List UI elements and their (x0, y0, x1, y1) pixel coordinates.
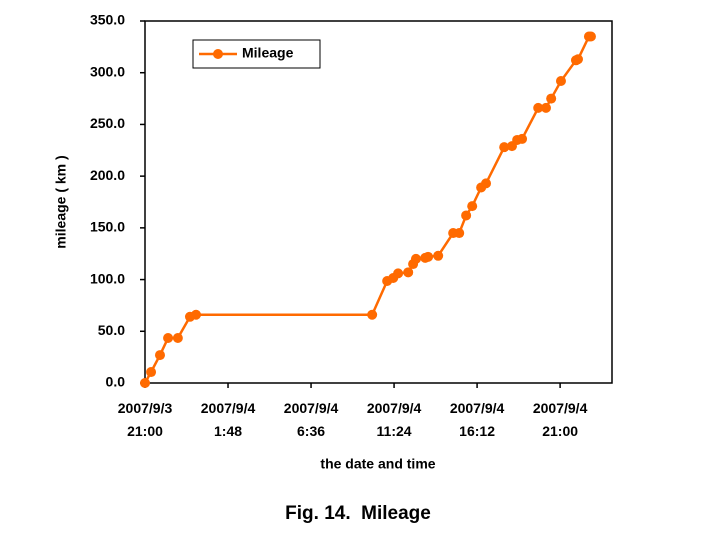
point (499, 142, 510, 153)
point (154, 350, 165, 361)
y-tick-label: 250.0 (90, 115, 125, 131)
point (146, 367, 157, 378)
point (517, 133, 528, 144)
x-tick-label: 2007/9/4 16:12 (449, 400, 505, 439)
y-tick-label: 150.0 (90, 219, 125, 235)
point (461, 210, 472, 221)
legend-marker (213, 49, 223, 59)
caption: Fig. 14. Mileage (285, 503, 431, 524)
x-tick-label: 2007/9/4 21:00 (532, 400, 588, 439)
y-axis-label: mileage ( km ) (53, 155, 69, 248)
y-tick-label: 200.0 (90, 167, 125, 183)
point (454, 228, 465, 239)
x-tick-label: 2007/9/3 21:00 (117, 400, 173, 439)
point (393, 268, 404, 279)
point (572, 54, 583, 65)
y-tick-label: 50.0 (98, 322, 125, 338)
point (533, 102, 544, 113)
plot-frame (144, 20, 613, 384)
x-tick-label: 2007/9/4 11:24 (366, 400, 422, 439)
x-tick-label: 2007/9/4 6:36 (283, 400, 339, 439)
point (423, 251, 434, 262)
point (410, 253, 421, 264)
point (546, 93, 557, 104)
point (481, 178, 492, 189)
point (140, 378, 150, 388)
point (191, 309, 202, 320)
y-tick-label: 100.0 (90, 270, 125, 286)
point (367, 309, 378, 320)
point (555, 75, 566, 86)
point (403, 267, 414, 278)
point (163, 333, 174, 344)
point (433, 250, 444, 261)
x-tick-label: 2007/9/4 1:48 (200, 400, 256, 439)
point (467, 201, 478, 212)
y-tick-label: 300.0 (90, 63, 125, 79)
point (540, 102, 551, 113)
y-tick-label: 0.0 (106, 374, 126, 390)
x-axis-label: the date and time (320, 456, 435, 472)
point (172, 333, 183, 344)
y-tick-label: 350.0 (90, 12, 125, 28)
line (143, 35, 591, 384)
point (585, 31, 596, 42)
legend-label: Mileage (242, 45, 294, 61)
